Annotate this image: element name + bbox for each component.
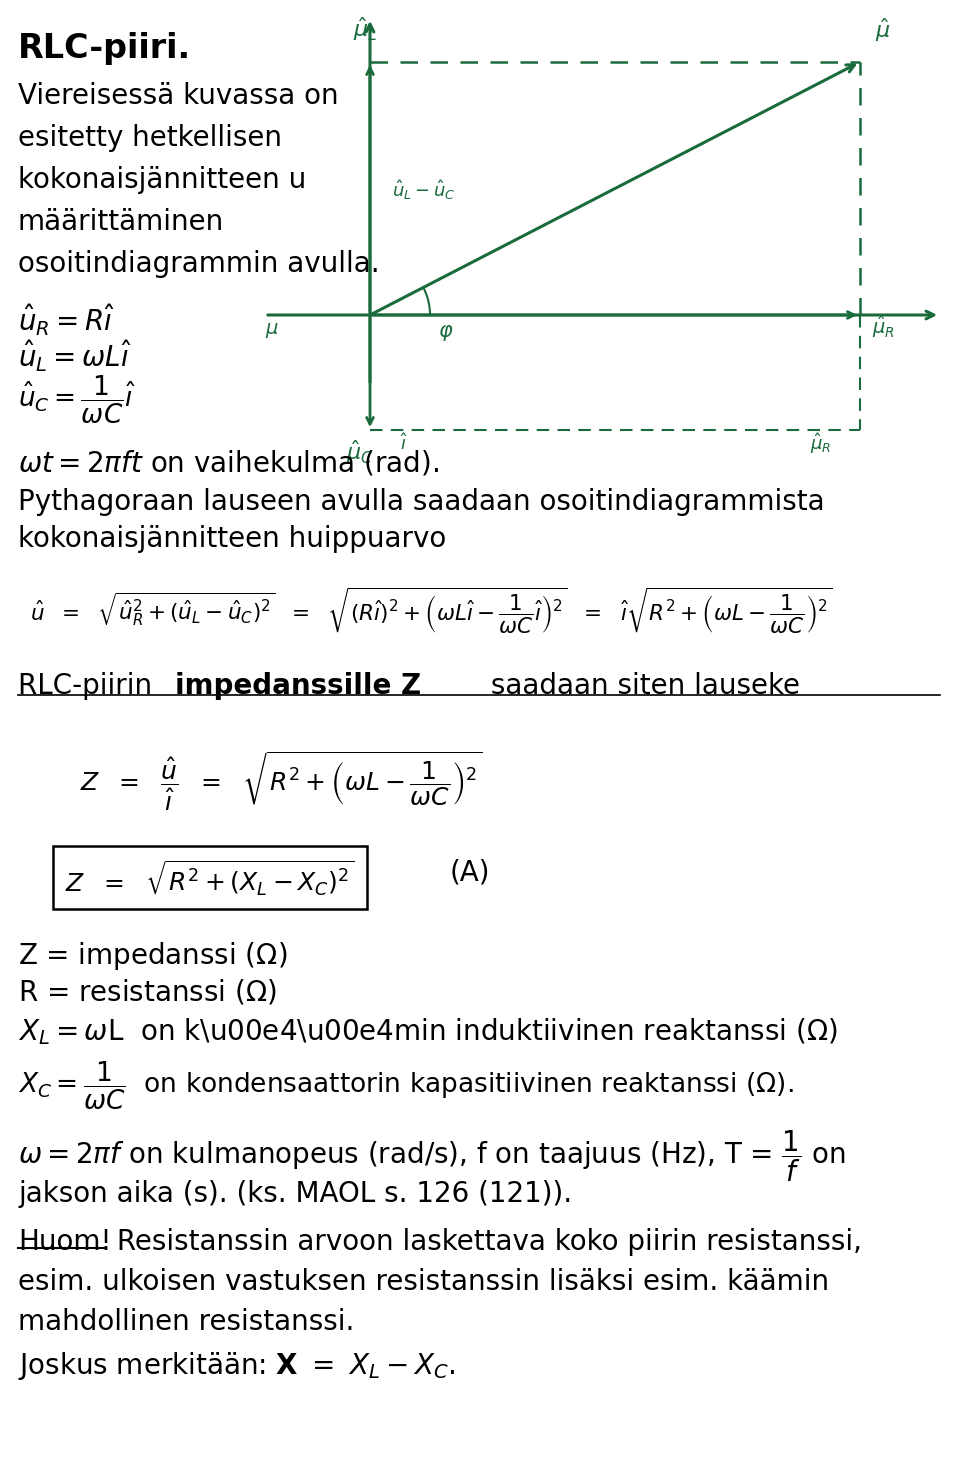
Text: $\hat{\mu}_R$: $\hat{\mu}_R$ bbox=[872, 313, 895, 340]
Text: mahdollinen resistanssi.: mahdollinen resistanssi. bbox=[18, 1308, 354, 1336]
Text: RLC-piirin: RLC-piirin bbox=[18, 672, 161, 700]
Text: $\omega = 2\pi f$ on kulmanopeus (rad/s), f on taajuus (Hz), T = $\dfrac{1}{f}$ : $\omega = 2\pi f$ on kulmanopeus (rad/s)… bbox=[18, 1128, 846, 1184]
Text: osoitindiagrammin avulla.: osoitindiagrammin avulla. bbox=[18, 249, 379, 278]
Text: $\hat{\mu}_R$: $\hat{\mu}_R$ bbox=[810, 432, 831, 456]
Text: $\omega t = 2\pi ft$ on vaihekulma (rad).: $\omega t = 2\pi ft$ on vaihekulma (rad)… bbox=[18, 448, 439, 477]
Text: $\hat{u}_C = \dfrac{1}{\omega C}\hat{\imath}$: $\hat{u}_C = \dfrac{1}{\omega C}\hat{\im… bbox=[18, 375, 136, 426]
Text: $Z\ \ =\ \ \dfrac{\hat{u}}{\hat{\imath}}\ \ =\ \ \sqrt{R^2 + \left(\omega L - \d: $Z\ \ =\ \ \dfrac{\hat{u}}{\hat{\imath}}… bbox=[80, 749, 483, 814]
Text: Huom!: Huom! bbox=[18, 1228, 111, 1255]
Text: $X_L = \omega$L  on k\u00e4\u00e4min induktiivinen reaktanssi ($\Omega$): $X_L = \omega$L on k\u00e4\u00e4min indu… bbox=[18, 1016, 838, 1047]
Text: saadaan siten lauseke: saadaan siten lauseke bbox=[482, 672, 800, 700]
Text: esim. ulkoisen vastuksen resistanssin lisäksi esim. käämin: esim. ulkoisen vastuksen resistanssin li… bbox=[18, 1268, 829, 1296]
Text: Pythagoraan lauseen avulla saadaan osoitindiagrammista: Pythagoraan lauseen avulla saadaan osoit… bbox=[18, 488, 825, 516]
Text: Viereisessä kuvassa on: Viereisessä kuvassa on bbox=[18, 82, 339, 109]
Text: (A): (A) bbox=[450, 857, 491, 886]
Text: Resistanssin arvoon laskettava koko piirin resistanssi,: Resistanssin arvoon laskettava koko piir… bbox=[108, 1228, 862, 1255]
Text: $\hat{\mu}$: $\hat{\mu}$ bbox=[875, 16, 891, 44]
Text: $\hat{\mu}_L$: $\hat{\mu}_L$ bbox=[353, 15, 377, 42]
Text: $\hat{u}_L - \hat{u}_C$: $\hat{u}_L - \hat{u}_C$ bbox=[392, 178, 456, 201]
Text: $\hat{\imath}$: $\hat{\imath}$ bbox=[400, 433, 408, 453]
Text: $\mu$: $\mu$ bbox=[265, 321, 279, 340]
Text: RLC-piiri.: RLC-piiri. bbox=[18, 32, 191, 66]
Text: $\hat{u}\ \ =\ \ \sqrt{\hat{u}_R^2+(\hat{u}_L - \hat{u}_C)^2}\ \ =\ \ \sqrt{\lef: $\hat{u}\ \ =\ \ \sqrt{\hat{u}_R^2+(\hat… bbox=[30, 585, 832, 634]
Text: jakson aika (s). (ks. MAOL s. 126 (121)).: jakson aika (s). (ks. MAOL s. 126 (121))… bbox=[18, 1180, 572, 1209]
Text: $X_C = \dfrac{1}{\omega C}$  on kondensaattorin kapasitiivinen reaktanssi ($\Ome: $X_C = \dfrac{1}{\omega C}$ on kondensaa… bbox=[18, 1060, 794, 1112]
Text: $\hat{\mu}_C$: $\hat{\mu}_C$ bbox=[347, 437, 373, 465]
Text: Z = impedanssi ($\Omega$): Z = impedanssi ($\Omega$) bbox=[18, 940, 287, 972]
Text: $\hat{u}_L = \omega L\hat{\imath}$: $\hat{u}_L = \omega L\hat{\imath}$ bbox=[18, 338, 132, 373]
Text: $Z\ \ =\ \ \sqrt{R^2 + \left(X_L - X_C\right)^2}$: $Z\ \ =\ \ \sqrt{R^2 + \left(X_L - X_C\r… bbox=[65, 857, 355, 897]
Text: kokonaisjännitteen u: kokonaisjännitteen u bbox=[18, 166, 306, 194]
Text: $\hat{u}_R = R\hat{\imath}$: $\hat{u}_R = R\hat{\imath}$ bbox=[18, 302, 115, 338]
Text: $\varphi$: $\varphi$ bbox=[438, 324, 453, 343]
Text: Joskus merkitään: $\mathbf{X}\ =\ X_L - X_C.$: Joskus merkitään: $\mathbf{X}\ =\ X_L - … bbox=[18, 1350, 455, 1382]
Text: määrittäminen: määrittäminen bbox=[18, 208, 225, 236]
Text: kokonaisjännitteen huippuarvo: kokonaisjännitteen huippuarvo bbox=[18, 525, 446, 553]
Text: esitetty hetkellisen: esitetty hetkellisen bbox=[18, 124, 282, 152]
Text: R = resistanssi ($\Omega$): R = resistanssi ($\Omega$) bbox=[18, 978, 276, 1007]
Text: impedanssille Z: impedanssille Z bbox=[175, 672, 421, 700]
